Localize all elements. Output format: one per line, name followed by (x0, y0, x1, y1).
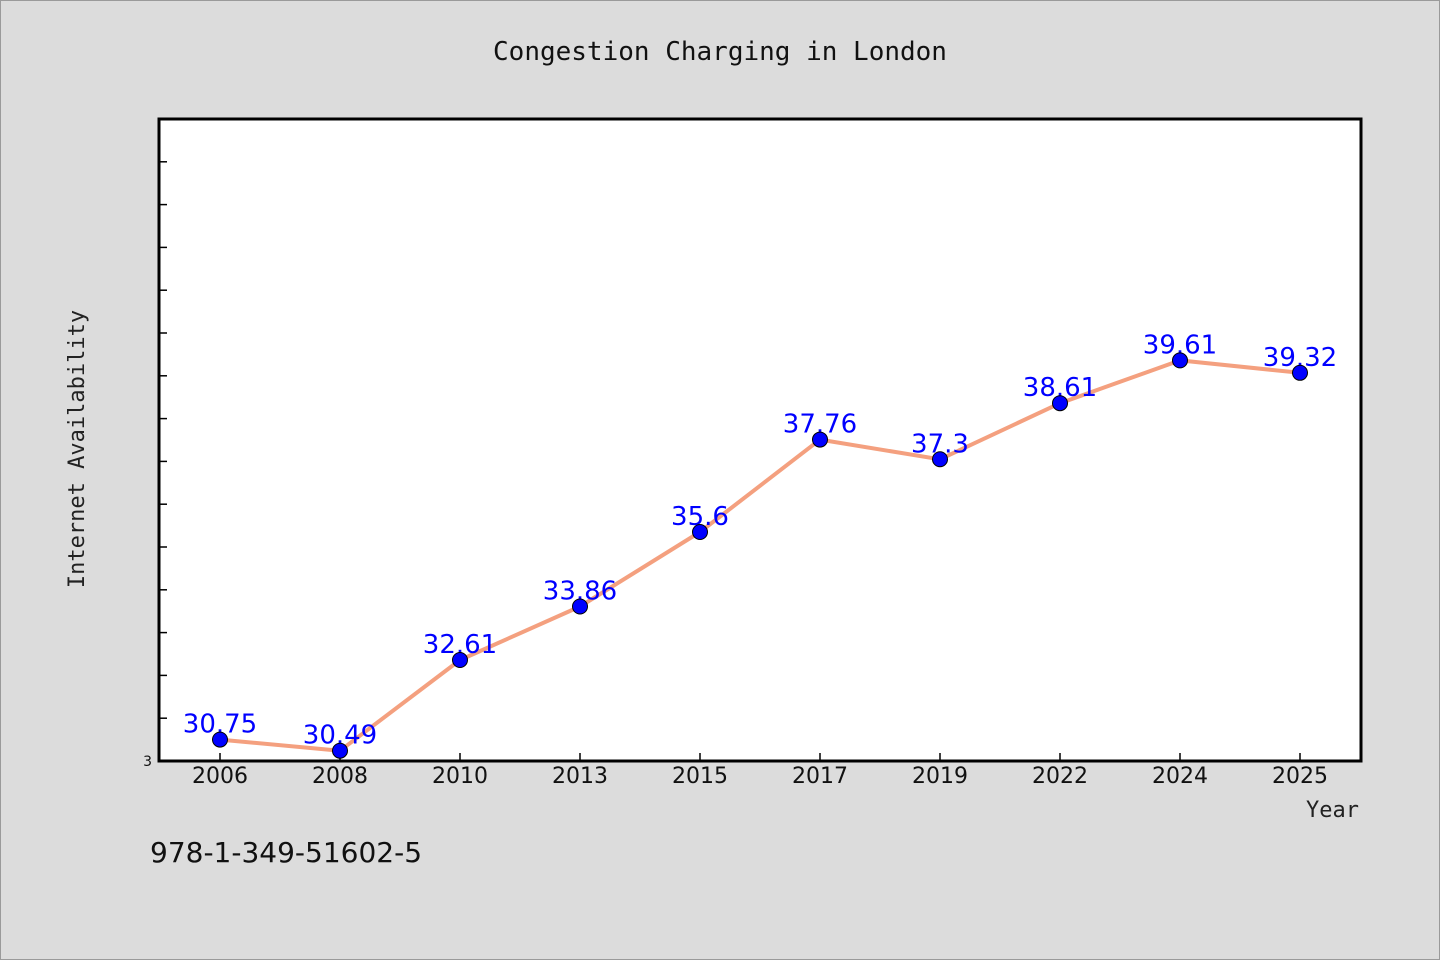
data-point (332, 742, 348, 759)
data-point (572, 598, 588, 615)
data-point (1052, 395, 1068, 412)
series-line (219, 358, 1301, 753)
x-tick-label: 2010 (432, 764, 488, 789)
data-point (452, 651, 468, 668)
x-tick-label: 2022 (1032, 764, 1088, 789)
data-point (932, 451, 948, 468)
y-axis-ticks: 3 (143, 161, 167, 770)
plot-area (157, 117, 1363, 763)
x-tick-label: 2025 (1272, 764, 1328, 789)
data-point (1172, 352, 1188, 369)
chart-title: Congestion Charging in London (493, 37, 947, 67)
x-tick-label: 2024 (1152, 764, 1208, 789)
x-axis-label: Year (1306, 798, 1359, 823)
x-tick-label: 2013 (552, 764, 608, 789)
data-point (812, 431, 828, 448)
x-axis-ticks: 2006 2008 2010 2013 2015 2017 2019 2022 2024 2025 (192, 753, 1328, 789)
x-tick-label: 2017 (792, 764, 848, 789)
x-tick-label: 2008 (312, 764, 368, 789)
data-point (1292, 364, 1308, 381)
series-group (219, 358, 1301, 753)
isbn-caption: 978-1-349-51602-5 (150, 836, 422, 869)
data-point (212, 731, 228, 748)
x-tick-label: 2006 (192, 764, 248, 789)
y-tick-label: 3 (143, 754, 152, 770)
data-point (692, 524, 708, 541)
x-tick-label: 2015 (672, 764, 728, 789)
y-axis-label: Internet Availability (65, 310, 90, 588)
x-tick-label: 2019 (912, 764, 968, 789)
data-labels: 30.75 30.4932.6133.8635.637.7637.338.6139… (183, 330, 1337, 759)
